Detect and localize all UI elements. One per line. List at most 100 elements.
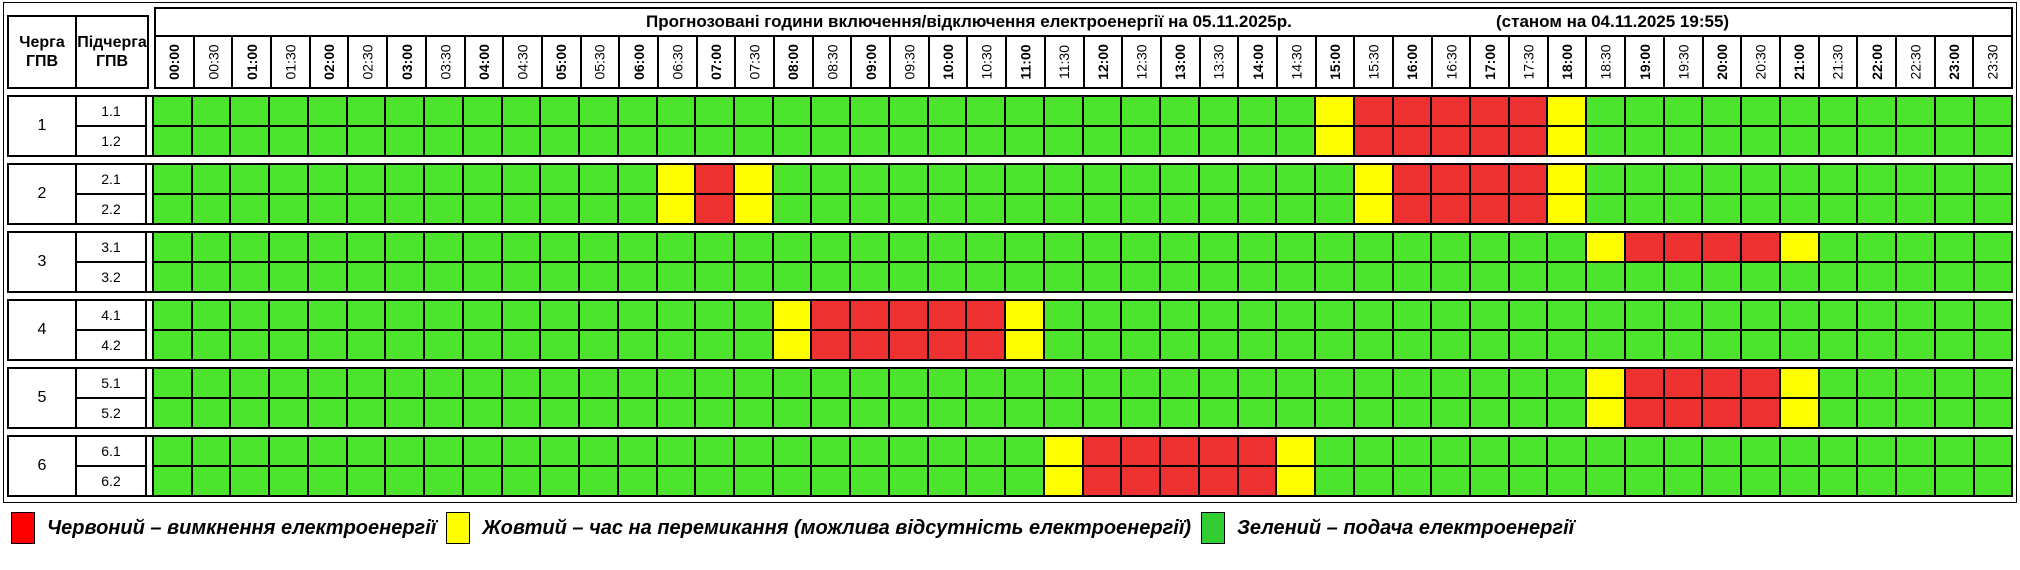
slot-cell [1548,437,1588,465]
slot-cell [1703,399,1743,427]
slot-cell [1006,369,1045,397]
slot-cell [1044,97,1084,125]
slot-cell [1393,301,1433,329]
slot-cell [1354,467,1394,495]
table-title: Прогнозовані години включення/відключенн… [646,12,1292,31]
slot-cell [851,437,890,465]
slot-cell [889,399,929,427]
time-label-cell: 08:00 [775,37,814,87]
slot-cell [1354,331,1394,359]
slot-cell [851,97,890,125]
slot-cell [1664,369,1704,397]
slot-cell [1897,97,1936,125]
slot-cell [773,301,813,329]
slot-cell [580,369,619,397]
slot-cell [1122,369,1162,397]
slot-cell [502,97,542,125]
slot-cell [1509,331,1549,359]
slot-cell [270,399,309,427]
slot-cell [1587,399,1626,427]
schedule-grid [152,437,2012,495]
subqueue-label: 4.1 [77,301,145,331]
slot-cell [1974,399,2012,427]
slot-cell [1199,97,1239,125]
slot-cell [1199,331,1239,359]
title-row: Прогнозовані години включення/відключенн… [156,9,2011,37]
slot-cell [1470,467,1510,495]
slot-cell [1935,331,1975,359]
slot-cell [657,301,697,329]
slot-cell [308,331,348,359]
time-label: 19:00 [1636,44,1653,80]
slot-cell [270,127,309,155]
slot-cell [1819,233,1859,261]
slot-cell [812,263,852,291]
slot-cell [657,233,697,261]
slot-cell [1044,399,1084,427]
slot-cell [1470,437,1510,465]
slot-cell [889,127,929,155]
slot-cell [967,195,1007,223]
time-label-cell: 00:00 [156,37,195,87]
schedule-grid [152,301,2012,359]
slot-cell [231,127,271,155]
slot-cell [1548,233,1588,261]
slot-cell [1780,127,1820,155]
slot-cell [1354,97,1394,125]
time-label: 22:30 [1907,44,1924,80]
slot-cell [1199,127,1239,155]
slot-cell [1044,301,1084,329]
slot-cell [1393,467,1433,495]
slot-cell [1044,437,1084,465]
slot-cell [1393,437,1433,465]
slot-cell [1858,127,1898,155]
slot-cell [1161,437,1200,465]
slot-cell [1858,369,1898,397]
slot-cell [1161,127,1200,155]
time-label-cell: 07:00 [698,37,737,87]
slot-cell [1780,263,1820,291]
slot-cell [192,467,232,495]
slot-cell [1819,369,1859,397]
slot-cell [1742,399,1781,427]
queue-number: 5 [9,369,77,427]
slot-cell [1238,437,1278,465]
slot-cell [1277,127,1317,155]
slot-cell [1238,263,1278,291]
slot-cell [1703,195,1743,223]
slot-cell [1548,195,1588,223]
slot-cell [231,369,271,397]
slot-cell [1354,369,1394,397]
slot-cell [1587,263,1626,291]
time-label: 17:30 [1520,44,1537,80]
slot-cell [657,467,697,495]
slot-cell [851,467,890,495]
slot-cell [192,399,232,427]
slot-cell [1974,263,2012,291]
slot-cell [425,195,464,223]
time-label-cell: 06:00 [620,37,659,87]
slot-cell [1974,97,2012,125]
slot-cell [1006,195,1045,223]
slot-cell [502,195,542,223]
slot-cell [1393,195,1433,223]
slot-cell [425,233,464,261]
queue-block-2: 2 2.1 2.2 [7,163,2013,225]
time-label: 01:00 [243,44,260,80]
slot-cell [1083,331,1123,359]
slot-cell [618,233,658,261]
slot-cell [1316,467,1355,495]
slot-cell [1935,301,1975,329]
slot-cell [154,233,193,261]
slot-cell [657,369,697,397]
slot-cell [1897,233,1936,261]
slot-cell [1161,263,1200,291]
slot-cell [967,437,1007,465]
slot-cell [425,467,464,495]
slot-cell [889,263,929,291]
slot-cell [1587,127,1626,155]
time-label-cell: 19:00 [1626,37,1665,87]
slot-cell [541,165,581,193]
slot-cell [967,165,1007,193]
time-label-cell: 02:30 [349,37,389,87]
